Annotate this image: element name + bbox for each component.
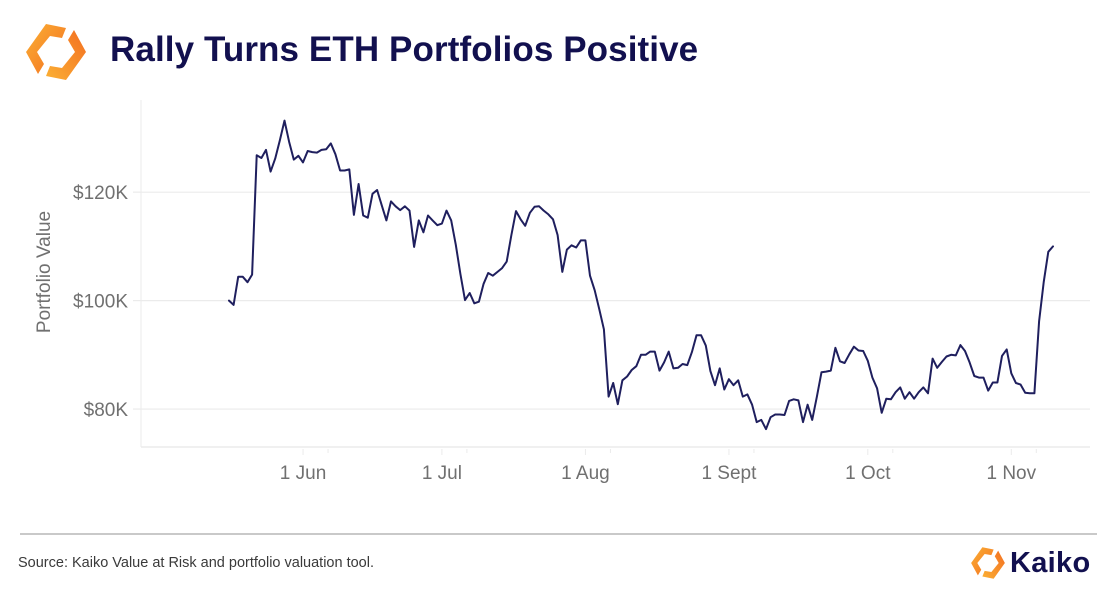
x-tick-label: 1 Jun xyxy=(280,463,326,484)
series-line-0 xyxy=(228,119,1054,431)
x-tick-label: 1 Aug xyxy=(561,463,610,484)
y-tick-label: $80K xyxy=(84,400,129,421)
footer-divider xyxy=(20,533,1097,535)
chart-title: Rally Turns ETH Portfolios Positive xyxy=(110,30,699,69)
kaiko-hexagon-logo-icon xyxy=(971,547,1005,579)
axis-layer: $80K $100K $120K 1 Jun 1 Jul 1 Aug 1 Sept 1 Oct… xyxy=(73,100,1090,484)
source-note: Source: Kaiko Value at Risk and portfoli… xyxy=(18,555,374,571)
x-tick-label: 1 Jul xyxy=(422,463,462,484)
y-tick-label: $120K xyxy=(73,183,128,204)
grid-layer xyxy=(141,191,1090,410)
brand-name: Kaiko xyxy=(1010,546,1091,579)
y-axis-label: Portfolio Value xyxy=(34,211,55,333)
line-chart: $80K $100K $120K 1 Jun 1 Jul 1 Aug 1 Sept 1 Oct… xyxy=(34,0,1090,484)
brand-mark: Kaiko xyxy=(970,543,1090,583)
header: Rally Turns ETH Portfolios Positive xyxy=(0,0,1120,100)
y-tick-label: $100K xyxy=(73,292,128,313)
kaiko-hexagon-logo-icon xyxy=(26,24,86,80)
x-tick-label: 1 Nov xyxy=(986,463,1036,484)
x-tick-label: 1 Oct xyxy=(845,463,891,484)
x-tick-label: 1 Sept xyxy=(701,463,757,484)
series-layer xyxy=(228,0,1063,431)
